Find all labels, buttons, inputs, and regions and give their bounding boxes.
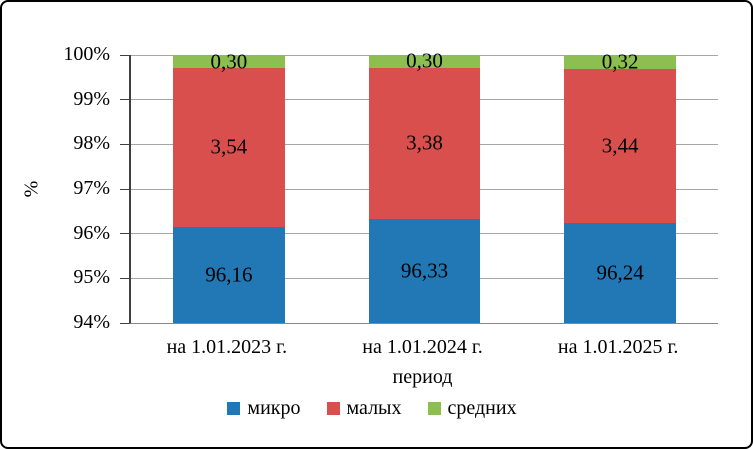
bar-segment-микро: 96,33 — [368, 218, 481, 323]
legend-swatch-icon — [227, 402, 241, 415]
y-axis-title: % — [20, 180, 43, 198]
y-tick-mark — [120, 188, 129, 190]
legend-label: средних — [447, 397, 517, 419]
legend: микро малых средних — [2, 397, 742, 420]
bar-segment-label: 96,24 — [596, 260, 644, 285]
y-tick-label: 94% — [73, 311, 110, 334]
y-tick-mark — [120, 143, 129, 145]
y-tick-mark — [120, 277, 129, 279]
legend-swatch-icon — [427, 402, 441, 415]
y-tick-label: 95% — [73, 266, 110, 289]
y-tick-mark — [120, 99, 129, 101]
y-tick-mark — [120, 322, 129, 324]
bar-segment-средних: 0,32 — [564, 51, 676, 72]
legend-item-средних: средних — [427, 397, 517, 420]
legend-label: микро — [247, 397, 301, 419]
legend-item-малых: малых — [326, 397, 402, 420]
y-tick-label: 97% — [73, 177, 110, 200]
stacked-bar: 96,16 3,54 0,30 — [173, 51, 285, 323]
bar-segment-label: 0,30 — [210, 49, 248, 74]
legend-item-микро: микро — [227, 397, 301, 420]
legend-label: малых — [346, 397, 402, 419]
stacked-bar: 96,24 3,44 0,32 — [564, 51, 676, 323]
plot-area: 96,16 3,54 0,30 96,33 3,38 0,30 96,24 3,44 0,32 — [129, 50, 718, 324]
bar-segment-малых: 3,44 — [564, 69, 676, 223]
y-tick-label: 96% — [73, 221, 110, 244]
y-tick-label: 98% — [73, 132, 110, 155]
bar-segment-микро: 96,24 — [564, 222, 676, 323]
bar-segment-средних: 0,30 — [173, 51, 285, 72]
bar-segment-label: 0,32 — [601, 49, 639, 74]
y-tick-mark — [120, 233, 129, 235]
y-tick-label: 100% — [63, 43, 110, 66]
bar-segment-label: 96,16 — [205, 262, 253, 287]
x-axis-title: период — [392, 366, 453, 388]
x-tick-label: на 1.01.2024 г. — [362, 336, 483, 358]
bar-segment-label: 0,30 — [406, 48, 443, 73]
x-tick-label: на 1.01.2023 г. — [166, 336, 288, 358]
bar-segment-малых: 3,54 — [173, 68, 285, 227]
y-tick-mark — [120, 54, 129, 56]
x-tick-label: на 1.01.2025 г. — [557, 336, 679, 358]
bar-segment-средних: 0,30 — [368, 50, 481, 71]
bar-segment-малых: 3,38 — [368, 67, 481, 219]
bar-segment-микро: 96,16 — [173, 226, 285, 323]
bar-segment-label: 3,44 — [601, 133, 639, 158]
bar-segment-label: 96,33 — [400, 258, 449, 283]
stacked-bar: 96,33 3,38 0,30 — [368, 50, 481, 323]
gridline — [131, 54, 718, 56]
legend-swatch-icon — [326, 402, 340, 415]
y-tick-label: 99% — [73, 87, 110, 110]
bar-segment-label: 3,38 — [406, 130, 443, 155]
bar-segment-label: 3,54 — [210, 134, 248, 159]
